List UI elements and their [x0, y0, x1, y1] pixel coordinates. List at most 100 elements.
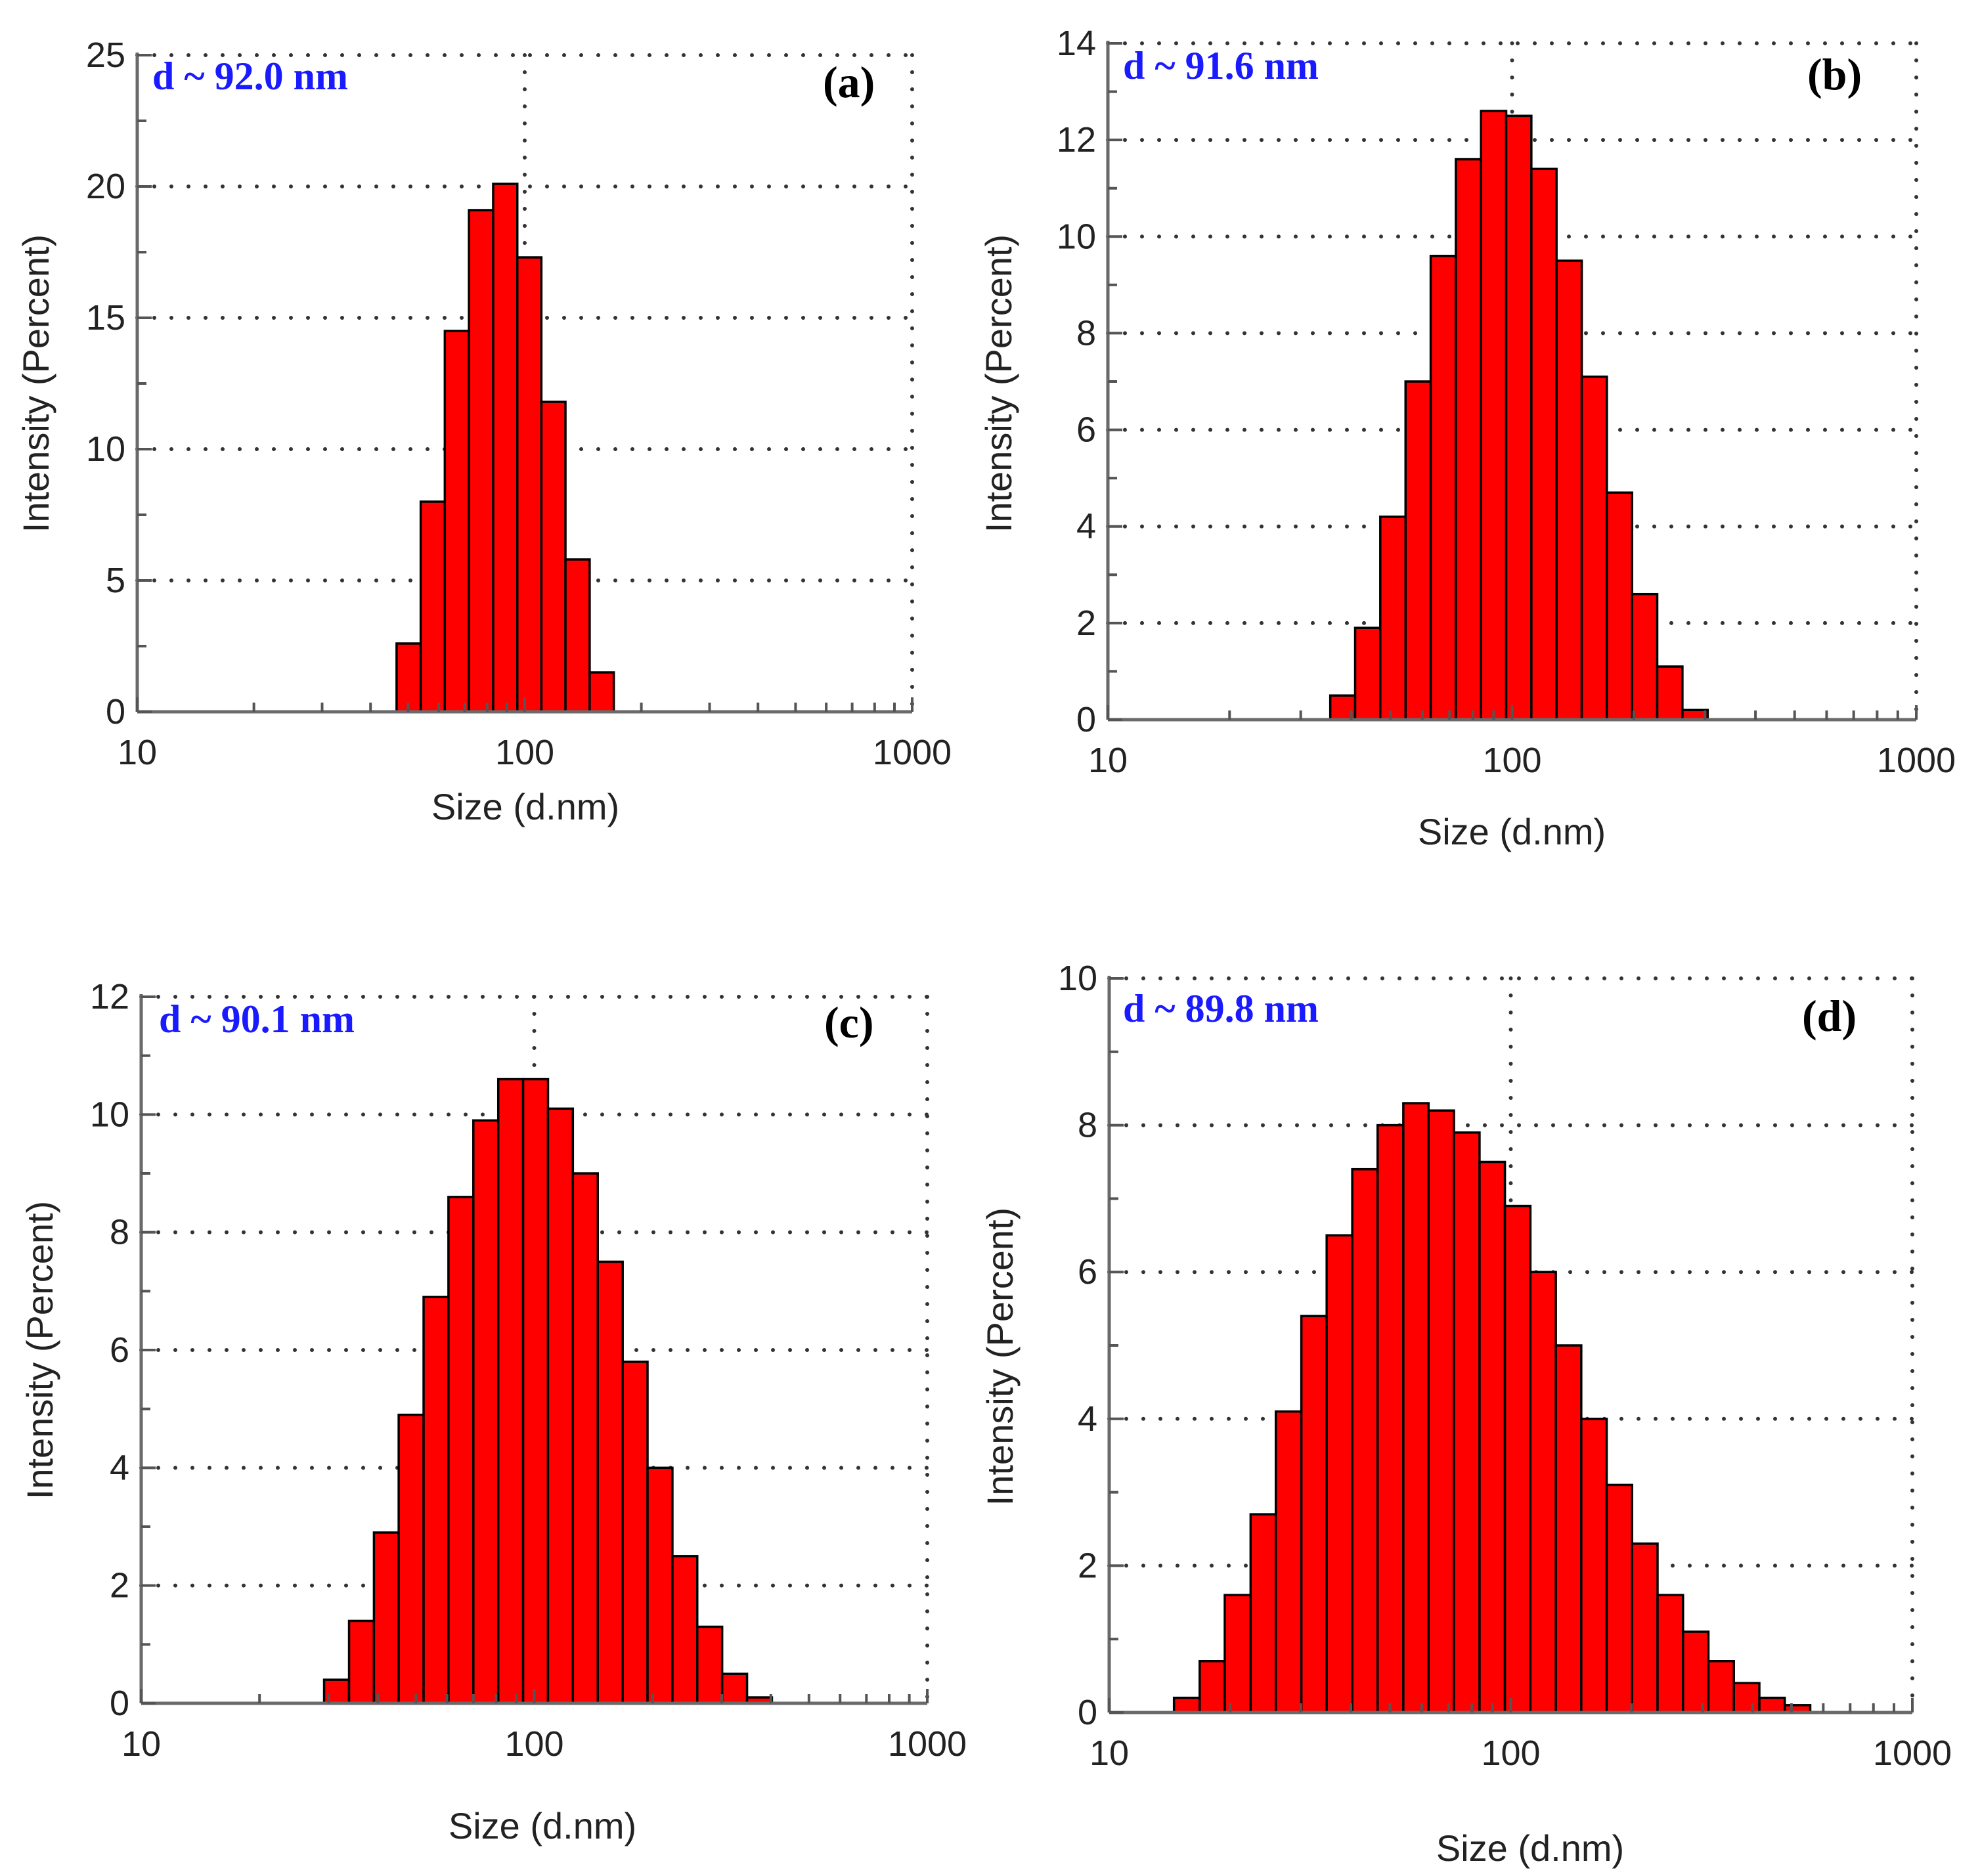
panel-b-bar-6: [1480, 110, 1508, 721]
panel-b-ytick-label-6: 12: [1057, 120, 1096, 160]
panel-a-bar-8: [588, 671, 615, 713]
panel-d-bar-4: [1275, 1410, 1303, 1714]
panel-a-bar-1: [419, 500, 447, 713]
panel-c-bar-9: [546, 1107, 575, 1705]
panel-c-ytick-label-1: 2: [110, 1566, 129, 1605]
panel-d-ytick-label-3: 6: [1078, 1252, 1097, 1292]
panel-c-ytick-label-6: 12: [90, 977, 129, 1016]
panel-c-xtick-label-2: 1000: [888, 1724, 967, 1764]
panel-a-bar-5: [516, 256, 543, 713]
panel-c-bar-6: [472, 1119, 500, 1705]
panel-d-ytick-label-5: 10: [1058, 959, 1097, 998]
panel-c-bar-4: [422, 1296, 450, 1705]
panel-d-bar-13: [1503, 1204, 1532, 1714]
panel-c-bar-14: [671, 1555, 699, 1705]
panel-d-bar-3: [1249, 1513, 1277, 1714]
panel-a-ytick-label-4: 20: [86, 167, 125, 206]
panel-d-ytick-label-2: 4: [1078, 1399, 1097, 1439]
panel-a-bar-6: [540, 401, 567, 713]
panel-b-ytick-label-2: 4: [1076, 507, 1096, 546]
panel-b-xtick-label-1: 100: [1482, 741, 1541, 780]
panel-d-bar-14: [1529, 1271, 1557, 1714]
panel-a-ytick-label-5: 25: [86, 35, 125, 75]
panel-d-bar-6: [1325, 1234, 1353, 1714]
panel-a-ytick-label-2: 10: [86, 429, 125, 469]
panel-a-ytick-label-1: 5: [106, 561, 125, 600]
panel-d-xtick-label-0: 10: [1089, 1734, 1129, 1773]
panel-b-bar-5: [1455, 158, 1483, 721]
panel-a-xtick-label-0: 10: [118, 733, 157, 772]
panel-d-y-title: Intensity (Percent): [979, 1208, 1021, 1506]
panel-a-bar-2: [443, 330, 470, 713]
panel-a-xtick-label-1: 100: [495, 733, 554, 772]
panel-c: 0 2 4 6 8 10 12 10 100 1000 d ~ 90.1 nm (c) Size …: [19, 977, 967, 1846]
panel-d-bar-21: [1707, 1659, 1735, 1714]
panel-c-annotation: d ~ 90.1 nm: [159, 997, 355, 1041]
panel-b-bars: [1329, 110, 1709, 721]
panel-b-xtick-label-0: 10: [1088, 741, 1128, 780]
panel-c-ytick-label-3: 6: [110, 1330, 129, 1370]
panel-c-bar-10: [571, 1172, 600, 1705]
panel-c-xtick-label-0: 10: [121, 1724, 161, 1764]
panel-b: 0 2 4 6 8 10 12 14 10 100 1000 d ~ 91.6 nm (b) Siz…: [978, 24, 1956, 852]
panel-b-bar-8: [1530, 167, 1558, 721]
panel-d-bar-5: [1300, 1315, 1328, 1714]
panel-b-bar-9: [1555, 259, 1583, 721]
panel-c-ytick-label-2: 4: [110, 1448, 129, 1487]
panel-a-ytick-label-0: 0: [106, 692, 125, 731]
panel-d-bar-9: [1402, 1102, 1430, 1714]
panel-a-x-title: Size (d.nm): [431, 786, 619, 827]
panel-b-y-title: Intensity (Percent): [978, 234, 1019, 533]
panel-c-label: (c): [824, 997, 873, 1047]
panel-c-y-title: Intensity (Percent): [19, 1201, 60, 1499]
panel-d-bar-19: [1656, 1594, 1684, 1714]
panel-d-xtick-label-1: 100: [1481, 1734, 1540, 1773]
panel-a-y-title: Intensity (Percent): [15, 234, 56, 533]
panel-d-bar-22: [1732, 1682, 1761, 1714]
panel-d-bar-1: [1199, 1659, 1226, 1714]
panel-c-bar-13: [646, 1466, 674, 1705]
panel-c-ytick-label-0: 0: [110, 1684, 129, 1723]
panel-d-ytick-label-4: 8: [1078, 1106, 1097, 1145]
panel-b-ytick-label-7: 14: [1057, 24, 1096, 63]
panel-c-axes: 0 2 4 6 8 10 12 10 100 1000: [90, 977, 967, 1764]
panel-c-ytick-label-5: 10: [90, 1095, 129, 1134]
panel-d-bar-2: [1223, 1594, 1252, 1714]
panel-c-bar-11: [596, 1260, 624, 1705]
panel-a-bar-0: [395, 642, 422, 713]
panel-d-bar-15: [1554, 1344, 1583, 1714]
panel-d-bar-0: [1172, 1696, 1201, 1714]
panel-c-bar-7: [496, 1078, 525, 1705]
panel-d-bar-7: [1351, 1167, 1379, 1714]
panel-d-x-title: Size (d.nm): [1436, 1827, 1624, 1869]
panel-a-ytick-label-3: 15: [86, 298, 125, 338]
panel-a-axes: 0 5 10 15 20 25 10 100 1000: [86, 35, 952, 772]
panel-d-bar-18: [1631, 1542, 1659, 1714]
panel-a-bar-3: [468, 209, 495, 713]
panel-c-bars: [322, 1078, 774, 1705]
panel-c-bar-16: [720, 1672, 749, 1705]
panel-c-xtick-label-1: 100: [504, 1724, 563, 1764]
panel-c-bar-1: [347, 1619, 376, 1705]
panel-b-ytick-label-4: 8: [1076, 313, 1096, 353]
panel-b-ytick-label-5: 10: [1057, 217, 1096, 256]
panel-d-bars: [1172, 1102, 1812, 1714]
panel-a-bar-4: [492, 183, 519, 713]
panel-c-bar-2: [372, 1531, 400, 1705]
panel-b-axes: 0 2 4 6 8 10 12 14 10 100 1000: [1057, 24, 1956, 780]
panel-b-bar-3: [1404, 380, 1432, 721]
panel-d-bar-12: [1478, 1160, 1507, 1714]
panel-d-axes: 0 2 4 6 8 10 10 100 1000: [1058, 959, 1952, 1773]
panel-d-bar-23: [1758, 1696, 1786, 1714]
panel-d-ytick-label-0: 0: [1078, 1693, 1097, 1732]
panel-b-bar-1: [1353, 626, 1382, 721]
panel-d-bar-11: [1453, 1131, 1481, 1714]
panel-a-annotation: d ~ 92.0 nm: [152, 55, 348, 98]
panel-c-ytick-label-4: 8: [110, 1213, 129, 1252]
panel-d-xtick-label-2: 1000: [1873, 1734, 1952, 1773]
panel-a-bars: [395, 183, 615, 713]
panel-d-bar-10: [1427, 1109, 1455, 1714]
panel-c-bar-8: [521, 1078, 550, 1705]
panel-a-label: (a): [823, 57, 875, 107]
panel-b-bar-13: [1656, 665, 1684, 721]
